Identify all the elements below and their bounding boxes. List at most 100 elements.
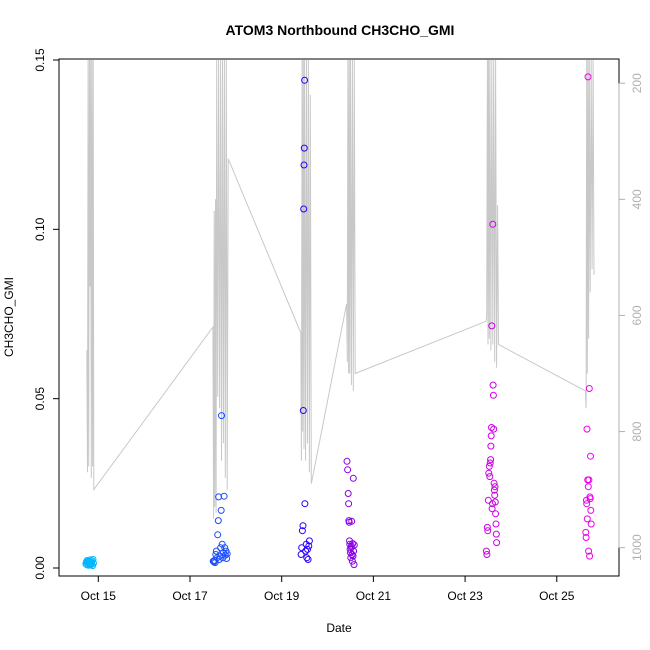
data-point (584, 73, 592, 81)
data-point (486, 459, 494, 467)
data-point (215, 556, 223, 563)
data-point (349, 540, 357, 548)
data-point (221, 551, 229, 559)
data-point (583, 515, 591, 523)
y-tick-label: 0.05 (33, 387, 47, 411)
data-point (582, 528, 590, 536)
data-point (490, 486, 498, 494)
secondary-tick-label: 600 (630, 305, 644, 325)
data-point (349, 552, 357, 560)
data-point (303, 554, 311, 562)
data-point (586, 495, 594, 503)
data-point (488, 505, 496, 513)
data-point (344, 490, 352, 497)
data-point (301, 500, 309, 508)
data-point (298, 527, 306, 535)
data-point (299, 407, 307, 414)
data-point (212, 547, 220, 555)
secondary-tick-label: 1000 (630, 534, 644, 561)
secondary-y-axis: 200 400 600 800 1000 (618, 73, 644, 561)
x-tick-label: Oct 17 (172, 589, 208, 603)
data-point (489, 391, 497, 399)
data-point (493, 539, 501, 547)
data-point (486, 473, 494, 481)
data-point (304, 556, 312, 563)
data-point (300, 205, 308, 213)
plot-frame (58, 58, 620, 577)
data-point (347, 554, 355, 562)
pressure-trace-layer (86, 59, 595, 519)
data-point (489, 220, 497, 228)
x-tick-label: Oct 21 (356, 589, 392, 603)
data-point (485, 469, 493, 477)
data-point (491, 491, 499, 499)
data-point (492, 520, 500, 528)
data-point (301, 76, 309, 84)
data-point (490, 479, 498, 487)
data-point (487, 456, 495, 464)
data-point (587, 452, 594, 460)
data-point (483, 551, 491, 558)
data-point (492, 530, 500, 538)
y-tick-label: 0.10 (33, 217, 47, 241)
data-points-layer (82, 73, 595, 570)
data-point (587, 520, 595, 528)
secondary-tick-label: 400 (630, 189, 644, 209)
data-point (346, 540, 354, 548)
data-point (584, 483, 592, 491)
data-point (305, 537, 313, 545)
data-point (217, 506, 225, 514)
secondary-tick-label: 800 (630, 421, 644, 441)
data-point (482, 547, 490, 555)
data-point (485, 462, 493, 470)
data-point (487, 442, 495, 450)
data-point (300, 161, 308, 169)
data-point (490, 425, 498, 433)
data-point (343, 457, 351, 465)
data-point (487, 432, 495, 440)
data-point (348, 517, 356, 525)
data-point (90, 559, 97, 567)
x-tick-label: Oct 15 (81, 589, 117, 603)
data-point (214, 517, 222, 525)
data-point (344, 466, 352, 474)
x-tick-label: Oct 19 (264, 589, 300, 603)
data-point (583, 500, 591, 508)
data-point (488, 424, 495, 431)
data-point (214, 531, 222, 539)
x-axis-label: Date (326, 621, 352, 635)
data-point (345, 500, 353, 508)
chart-title: ATOM3 Northbound CH3CHO_GMI (226, 22, 455, 38)
pressure-trace-line (86, 59, 595, 519)
y-tick-label: 0.00 (33, 556, 47, 580)
data-point (483, 523, 491, 531)
data-point (220, 492, 228, 500)
data-point (587, 506, 595, 514)
data-point (305, 542, 313, 550)
y-axis: 0.00 0.05 0.10 0.15 (33, 48, 59, 580)
data-point (218, 412, 225, 420)
data-point (492, 510, 500, 518)
data-point (350, 541, 358, 549)
data-point (297, 551, 305, 558)
data-point (350, 561, 358, 569)
data-point (491, 498, 499, 506)
data-point (349, 474, 357, 482)
data-point (491, 483, 499, 491)
data-point (223, 555, 231, 562)
data-point (586, 552, 594, 560)
y-tick-label: 0.15 (33, 48, 47, 72)
data-point (89, 556, 97, 563)
data-point (585, 476, 593, 484)
data-point (300, 144, 308, 152)
data-point (488, 322, 496, 330)
data-point (583, 425, 591, 433)
data-point (223, 550, 231, 558)
x-axis: Oct 15 Oct 17 Oct 19 Oct 21 Oct 23 Oct 25 (81, 576, 575, 603)
data-point (302, 547, 310, 555)
x-tick-label: Oct 25 (539, 589, 575, 603)
x-tick-label: Oct 23 (447, 589, 483, 603)
data-point (582, 534, 590, 541)
data-point (484, 496, 492, 504)
